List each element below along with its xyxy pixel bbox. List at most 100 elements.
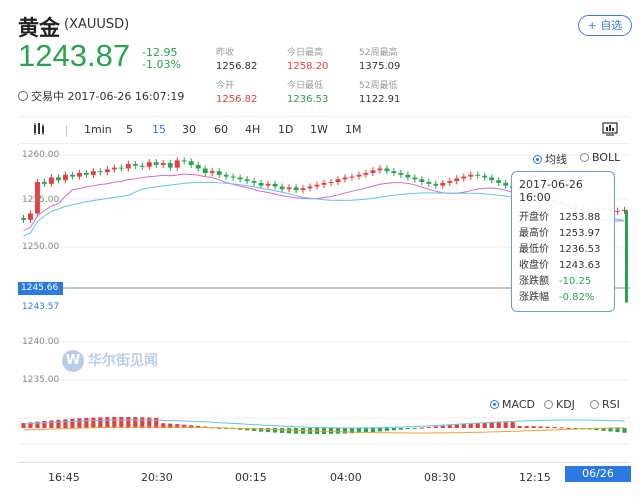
- candle-body: [258, 182, 264, 186]
- candle-body: [412, 177, 418, 180]
- macd-bar: [433, 426, 438, 428]
- overlay-ma-radio[interactable]: 均线: [533, 151, 567, 167]
- macd-bar: [154, 417, 159, 428]
- candlestick-icon[interactable]: [32, 122, 48, 139]
- macd-bar: [426, 427, 431, 429]
- candle-body: [625, 209, 628, 303]
- price-change-block: -12.95 -1.03%: [142, 47, 181, 71]
- overlay-boll-label: BOLL: [592, 151, 621, 164]
- watermark-text: 华尔街见闻: [88, 353, 158, 369]
- candle-body: [307, 186, 313, 189]
- tooltip-row: 最高价 1253.97: [519, 226, 607, 242]
- macd-bar: [391, 428, 396, 431]
- indicator-rsi-radio[interactable]: RSI: [590, 398, 620, 411]
- tooltip-value: -0.82%: [559, 292, 595, 303]
- macd-bar: [475, 423, 480, 428]
- macd-bar: [182, 424, 187, 428]
- period-1min[interactable]: 1min: [84, 123, 112, 136]
- macd-bar: [279, 428, 285, 433]
- candle-body: [174, 160, 180, 168]
- x-label: 00:15: [235, 471, 267, 484]
- macd-bar: [349, 428, 355, 434]
- macd-bar: [70, 418, 75, 428]
- candle-body: [104, 169, 110, 173]
- macd-dea-line: [23, 426, 625, 434]
- x-label: 04:00: [330, 471, 362, 484]
- macd-bar: [461, 424, 466, 428]
- candle-body: [202, 168, 208, 173]
- tooltip-row: 涨跌幅 -0.82%: [519, 290, 607, 306]
- macd-bar: [42, 421, 47, 428]
- candle-body: [230, 176, 236, 178]
- macd-bar: [168, 423, 173, 428]
- macd-bar: [356, 428, 362, 433]
- macd-bar: [454, 424, 459, 428]
- indicator-kdj-label: KDJ: [556, 398, 575, 411]
- period-1w[interactable]: 1W: [310, 123, 328, 136]
- candle-body: [49, 177, 54, 184]
- price-change-percent: -1.03%: [142, 58, 181, 71]
- candle-body: [132, 164, 138, 166]
- radio-icon: [590, 400, 599, 409]
- period-1m[interactable]: 1M: [345, 123, 362, 136]
- macd-bar: [28, 422, 33, 428]
- period-5[interactable]: 5: [126, 123, 133, 136]
- macd-bar: [412, 428, 417, 429]
- screen-settings-icon[interactable]: [602, 122, 618, 139]
- stat-value: 1256.82: [216, 94, 258, 105]
- tooltip-row: 开盘价 1253.88: [519, 210, 607, 226]
- candle-body: [363, 173, 369, 175]
- macd-bar: [175, 424, 180, 428]
- macd-bar: [573, 428, 578, 429]
- candle-body: [370, 170, 376, 173]
- tooltip-time: 2017-06-26 16:00: [519, 178, 583, 204]
- tooltip-value: -10.25: [559, 276, 592, 287]
- macd-bar: [77, 418, 82, 428]
- macd-bar: [286, 428, 292, 434]
- period-4h[interactable]: 4H: [245, 123, 261, 136]
- watermark-logo-icon: W: [62, 350, 84, 372]
- macd-bar: [370, 428, 376, 432]
- macd-bar: [35, 421, 40, 428]
- candle-body: [314, 184, 320, 187]
- y-label: 1255.00: [22, 195, 60, 205]
- candle-body: [181, 160, 187, 162]
- indicator-macd-radio[interactable]: MACD: [490, 398, 535, 411]
- stat-open: 今开 1256.82: [216, 78, 257, 105]
- current-price-tag: 1245.66: [18, 282, 63, 295]
- candle-body: [398, 173, 404, 175]
- period-toolbar: 1min 5 15 30 60 4H 1D 1W 1M: [18, 116, 630, 144]
- trading-status-text: 交易中 2017-06-26 16:07:19: [31, 90, 185, 103]
- stat-label: 今日最高: [287, 48, 324, 58]
- period-60[interactable]: 60: [214, 123, 228, 136]
- candle-body: [300, 188, 306, 191]
- candle-body: [286, 187, 292, 190]
- macd-bar: [259, 428, 264, 432]
- macd-bar: [272, 428, 278, 433]
- candle-body: [503, 182, 509, 186]
- macd-bar: [377, 428, 383, 432]
- macd-bar: [342, 428, 348, 434]
- candle-body: [461, 176, 467, 179]
- macd-bar: [601, 428, 606, 431]
- overlay-boll-radio[interactable]: BOLL: [580, 151, 620, 164]
- candle-body: [356, 174, 362, 177]
- macd-bar: [552, 427, 557, 429]
- candle-body: [265, 183, 271, 186]
- add-watchlist-button[interactable]: + 自选: [578, 15, 632, 36]
- period-1d[interactable]: 1D: [278, 123, 294, 136]
- macd-bar: [384, 428, 389, 431]
- stat-day-low: 今日最低 1236.53: [287, 78, 328, 105]
- y-label: 1250.00: [22, 242, 60, 252]
- candle-body: [139, 165, 145, 167]
- stat-value: 1258.20: [287, 61, 329, 72]
- macd-bar: [252, 428, 257, 432]
- macd-bar: [405, 428, 410, 430]
- period-30[interactable]: 30: [182, 123, 196, 136]
- candle-body: [237, 177, 243, 180]
- indicator-kdj-radio[interactable]: KDJ: [544, 398, 575, 411]
- stat-value: 1256.82: [216, 61, 258, 72]
- period-15[interactable]: 15: [152, 123, 166, 136]
- candle-body: [293, 187, 299, 191]
- candle-body: [125, 164, 131, 169]
